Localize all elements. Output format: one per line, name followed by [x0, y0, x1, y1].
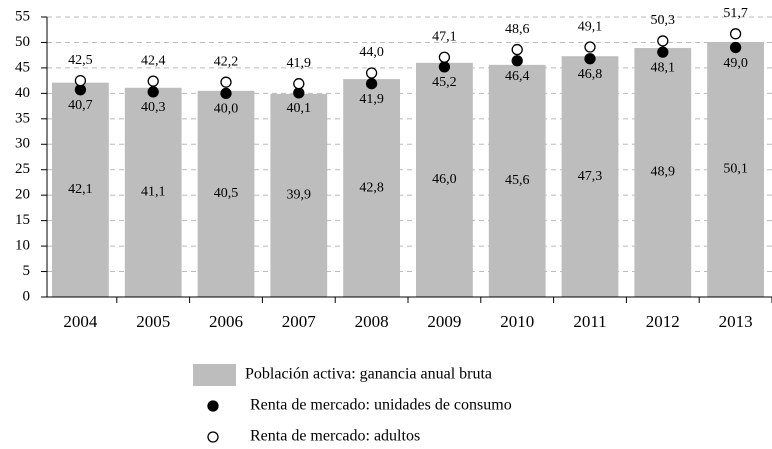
- x-tick-label: 2006: [209, 312, 243, 331]
- legend-marker: [207, 400, 219, 412]
- point-label: 44,0: [359, 45, 384, 60]
- x-tick-label: 2005: [136, 312, 170, 331]
- x-tick-label: 2009: [427, 312, 461, 331]
- point: [365, 78, 378, 90]
- point-label: 42,4: [141, 53, 166, 68]
- legend-marker: [207, 431, 219, 443]
- legend-label: Renta de mercado: unidades de consumo: [250, 397, 512, 414]
- point-label: 48,1: [651, 60, 676, 75]
- point: [365, 67, 378, 79]
- point: [220, 87, 232, 100]
- point-label: 40,3: [141, 100, 166, 115]
- bar: [416, 62, 473, 298]
- point-label: 49,0: [723, 56, 748, 71]
- point-label: 41,9: [287, 56, 312, 71]
- bar-label: 50,1: [723, 162, 748, 177]
- point: [74, 84, 87, 96]
- bar-label: 42,1: [68, 182, 93, 197]
- x-tick-label: 2004: [63, 312, 98, 331]
- point: [293, 87, 305, 99]
- x-tick-label: 2007: [282, 312, 317, 331]
- y-tick-label: 35: [15, 110, 30, 126]
- point: [729, 28, 742, 40]
- point-label: 42,5: [68, 53, 93, 68]
- x-tick-label: 2011: [573, 312, 606, 331]
- point: [729, 41, 742, 54]
- point-label: 46,4: [505, 69, 530, 84]
- y-tick-label: 15: [15, 212, 30, 228]
- bar-label: 40,5: [214, 186, 239, 201]
- point-label: 47,1: [432, 29, 457, 44]
- bar-label: 45,6: [505, 173, 530, 188]
- y-tick-label: 50: [15, 34, 30, 50]
- bar: [343, 79, 400, 297]
- y-tick-label: 55: [15, 8, 30, 24]
- y-tick-label: 45: [15, 59, 30, 75]
- point-label: 41,9: [359, 92, 384, 107]
- bar-label: 46,0: [432, 172, 457, 187]
- x-tick-label: 2008: [355, 312, 389, 331]
- point: [584, 53, 596, 65]
- legend-label: Renta de mercado: adultos: [250, 428, 420, 445]
- point-label: 48,6: [505, 22, 530, 37]
- point: [511, 55, 523, 67]
- bar: [52, 82, 109, 297]
- y-tick-label: 5: [23, 263, 31, 279]
- point: [74, 74, 87, 87]
- point: [438, 61, 451, 73]
- x-tick-label: 2012: [646, 312, 680, 331]
- legend-swatch: [193, 364, 236, 386]
- y-tick-label: 25: [15, 161, 30, 177]
- point: [657, 35, 669, 47]
- x-tick-label: 2013: [719, 312, 753, 331]
- y-tick-label: 20: [15, 187, 30, 203]
- point: [220, 76, 232, 88]
- point-label: 51,7: [723, 6, 748, 21]
- bar: [561, 56, 619, 298]
- point-label: 45,2: [432, 75, 457, 90]
- point: [584, 41, 596, 53]
- point-label: 40,0: [214, 102, 239, 117]
- bar-label: 48,9: [651, 165, 676, 180]
- bar: [634, 48, 692, 297]
- point: [438, 51, 451, 63]
- point-label: 40,1: [287, 101, 312, 116]
- bar-label: 47,3: [578, 169, 603, 184]
- point: [511, 43, 523, 56]
- point: [293, 78, 305, 90]
- bar: [124, 87, 182, 297]
- bar: [270, 93, 328, 297]
- y-tick-label: 40: [15, 85, 30, 101]
- y-tick-label: 30: [15, 136, 30, 152]
- bar-label: 42,8: [359, 180, 384, 195]
- bar: [707, 41, 764, 298]
- point-label: 46,8: [578, 67, 603, 82]
- point-label: 42,2: [214, 54, 239, 69]
- point-label: 40,7: [68, 98, 93, 113]
- point-label: 50,3: [651, 13, 676, 28]
- point: [147, 86, 159, 98]
- legend-label: Población activa: ganancia anual bruta: [245, 366, 492, 383]
- bar-label: 39,9: [287, 188, 312, 203]
- y-tick-label: 0: [23, 288, 31, 304]
- x-tick-label: 2010: [500, 312, 534, 331]
- bar: [488, 64, 546, 297]
- bar-label: 41,1: [141, 185, 166, 200]
- y-tick-label: 10: [15, 238, 30, 254]
- point: [657, 46, 669, 58]
- bar: [197, 90, 255, 298]
- point: [147, 75, 159, 87]
- point-label: 49,1: [578, 19, 603, 34]
